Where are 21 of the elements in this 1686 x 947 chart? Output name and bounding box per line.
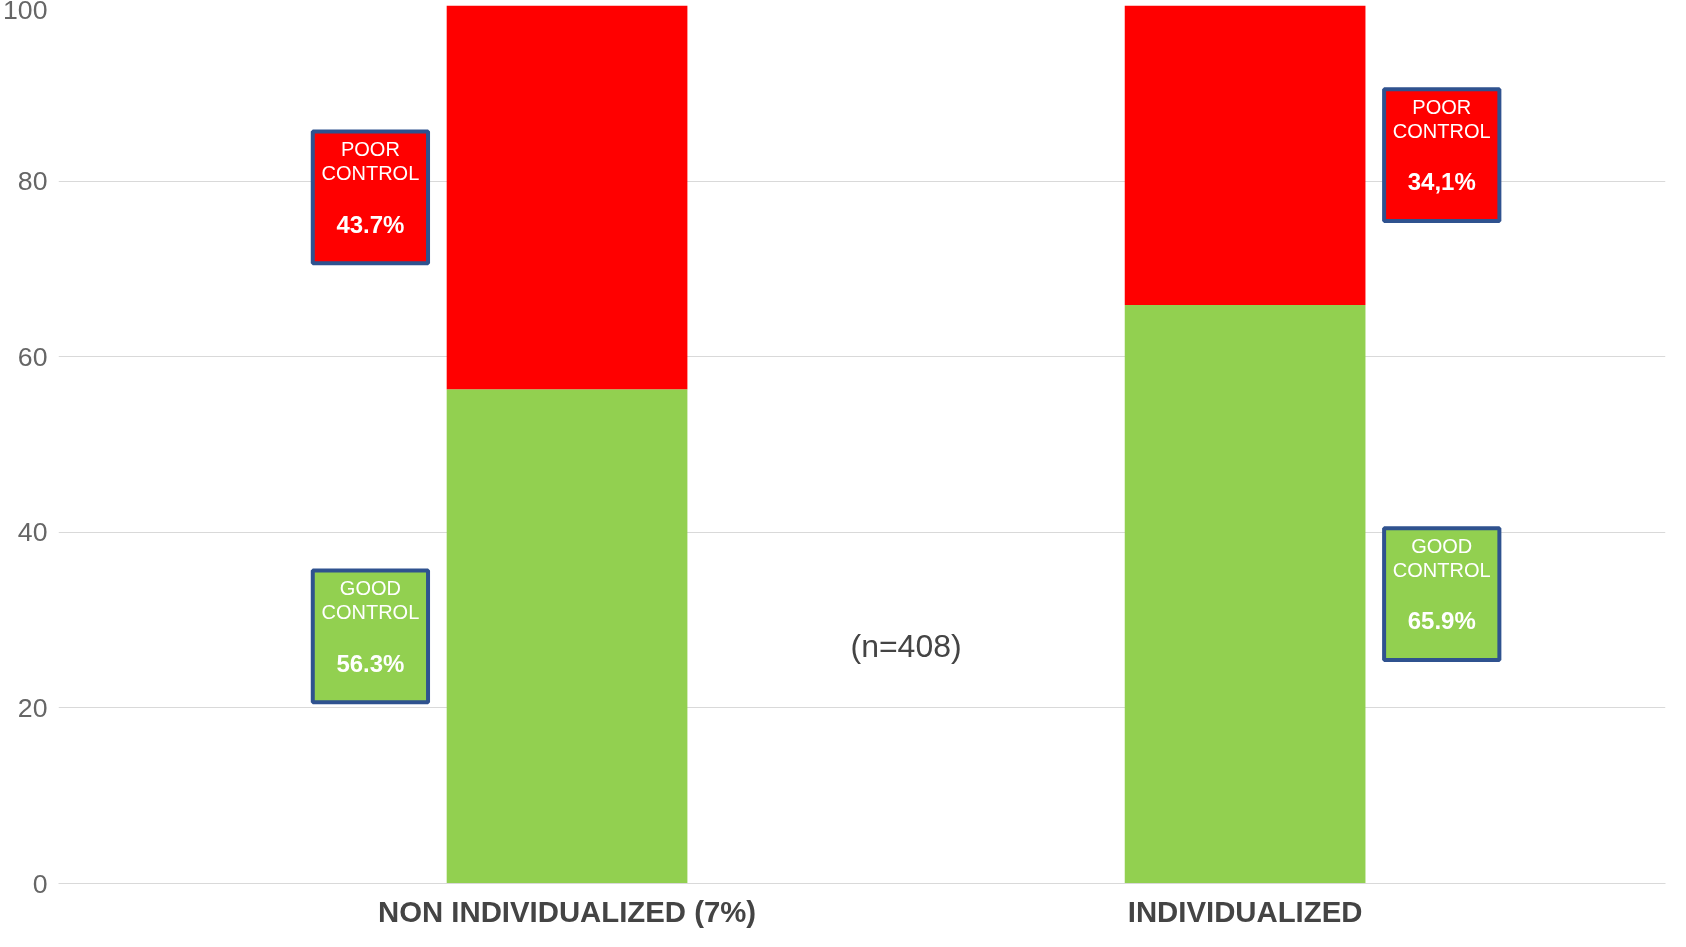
annotation: 34,1% [1407, 168, 1476, 196]
y-tick-label: 40 [17, 517, 48, 548]
x-tick-label: INDIVIDUALIZED [1127, 894, 1363, 928]
bar [446, 389, 688, 884]
y-tick-label: 60 [17, 341, 48, 372]
text: GOOD CONTROL [1392, 534, 1491, 582]
annotation: (n=408) [850, 628, 962, 665]
text: POOR CONTROL [1392, 95, 1491, 143]
x-tick-label: NON INDIVIDUALIZED (7%) [378, 894, 757, 928]
series-label: POOR CONTROL [321, 137, 420, 185]
annotation: 56.3% [336, 649, 405, 677]
annotation: 65.9% [1407, 607, 1476, 635]
series-label: GOOD CONTROL [321, 576, 420, 624]
y-tick-label: 0 [32, 868, 48, 899]
y-tick-label: 80 [17, 166, 48, 197]
y-tick-label: 100 [3, 0, 48, 25]
bar [1124, 5, 1366, 305]
bar [446, 5, 688, 390]
y-tick-label: 20 [17, 692, 48, 723]
annotation: 43.7% [336, 210, 405, 238]
bar [1124, 304, 1366, 884]
